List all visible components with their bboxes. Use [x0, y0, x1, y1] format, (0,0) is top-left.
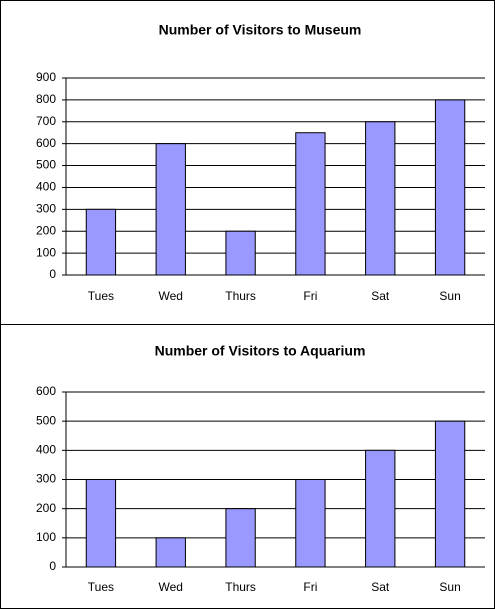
x-tick-label: Wed	[159, 580, 183, 594]
y-tick-label: 800	[36, 92, 56, 106]
x-tick-label: Fri	[303, 289, 317, 303]
y-tick-label: 200	[36, 223, 56, 237]
chart-title: Number of Visitors to Aquarium	[155, 343, 366, 359]
panel-border	[0, 0, 495, 325]
bar	[434, 99, 466, 276]
y-tick-label: 0	[49, 267, 56, 281]
y-tick-label: 100	[36, 530, 56, 544]
x-tick-label: Thurs	[225, 289, 256, 303]
y-tick-label: 200	[36, 501, 56, 515]
bar	[365, 449, 396, 568]
x-tick-label: Wed	[159, 289, 183, 303]
bar	[225, 508, 256, 568]
y-tick-label: 500	[36, 158, 56, 172]
y-tick-label: 900	[36, 70, 56, 84]
bar	[155, 143, 186, 276]
x-tick-label: Thurs	[225, 580, 256, 594]
y-tick-label: 100	[36, 245, 56, 259]
y-tick-label: 0	[49, 559, 56, 573]
y-tick-label: 500	[36, 413, 56, 427]
bar	[365, 121, 396, 276]
y-tick-label: 300	[36, 202, 56, 216]
bar	[225, 230, 256, 276]
x-tick-label: Tues	[88, 289, 114, 303]
x-tick-label: Tues	[88, 580, 114, 594]
y-tick-label: 400	[36, 180, 56, 194]
bar	[295, 479, 326, 568]
y-tick-label: 300	[36, 472, 56, 486]
bar	[85, 479, 117, 568]
bar	[434, 420, 466, 568]
bar	[85, 208, 117, 276]
x-tick-label: Fri	[303, 580, 317, 594]
bar	[295, 132, 326, 276]
x-tick-label: Sun	[439, 580, 460, 594]
bar	[155, 537, 186, 568]
x-tick-label: Sun	[439, 289, 460, 303]
chart-title: Number of Visitors to Museum	[159, 22, 362, 38]
y-tick-label: 400	[36, 443, 56, 457]
y-tick-label: 600	[36, 136, 56, 150]
y-tick-label: 700	[36, 114, 56, 128]
x-tick-label: Sat	[371, 580, 390, 594]
x-tick-label: Sat	[371, 289, 390, 303]
y-tick-label: 600	[36, 384, 56, 398]
